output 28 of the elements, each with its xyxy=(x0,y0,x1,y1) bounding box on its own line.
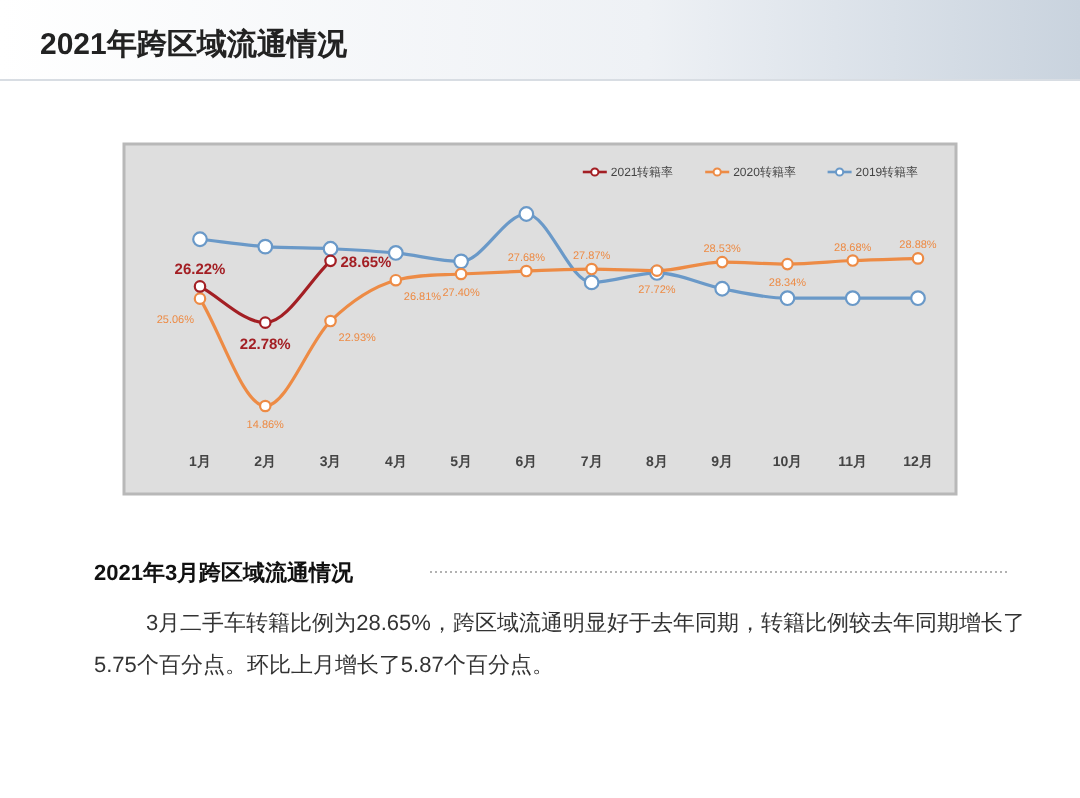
point xyxy=(193,280,207,293)
point xyxy=(257,238,274,255)
point xyxy=(387,245,404,261)
point xyxy=(844,290,861,307)
point xyxy=(324,314,337,328)
point xyxy=(714,280,731,297)
point xyxy=(453,253,469,270)
point xyxy=(258,316,272,329)
point xyxy=(911,252,925,265)
text: 2021年3月跨区域流通情况 xyxy=(94,560,356,586)
point xyxy=(520,264,533,278)
point xyxy=(258,399,272,413)
point xyxy=(324,254,337,268)
point xyxy=(910,290,926,307)
point xyxy=(518,206,535,222)
chart-title: 2021年跨区域流通情况 xyxy=(40,26,349,62)
point xyxy=(846,254,860,267)
point xyxy=(454,267,468,281)
point xyxy=(389,273,403,287)
point xyxy=(583,274,600,291)
text: 3月二手车转籍比例为28.65%，跨区域流通明显好于去年同期，转籍比例较去年同期增长了5.75个百分点。环比上月增长了5.87个百分点。 xyxy=(94,609,1027,682)
point xyxy=(715,255,729,269)
point xyxy=(779,290,796,307)
point xyxy=(585,262,598,276)
point xyxy=(192,231,208,248)
point xyxy=(322,240,339,257)
point xyxy=(781,257,794,271)
point xyxy=(193,292,207,305)
